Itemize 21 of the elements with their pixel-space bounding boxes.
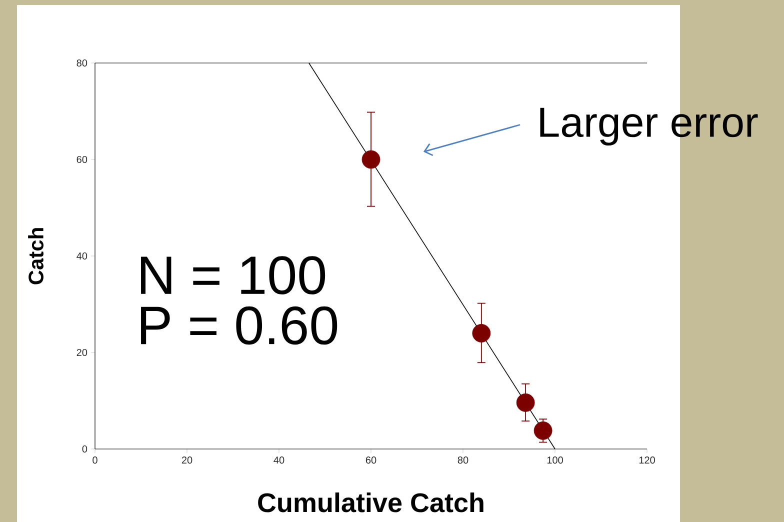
- point: [534, 421, 552, 440]
- x-tick-label: 40: [274, 456, 284, 464]
- y-tick-label: 60: [76, 156, 88, 164]
- x-axis-title: Cumulative Catch: [258, 492, 484, 512]
- y-tick-label: 20: [76, 348, 88, 356]
- y-axis-title: Catch: [28, 228, 44, 284]
- x-tick-label: 80: [458, 456, 468, 464]
- y-tick-label: 0: [82, 445, 88, 453]
- point: [516, 393, 535, 412]
- point: [472, 324, 491, 342]
- y-tick-label: 80: [76, 59, 88, 67]
- x-tick-label: 20: [182, 456, 192, 464]
- x-tick-label: 100: [547, 456, 563, 464]
- x-tick-label: 120: [639, 456, 655, 464]
- point: [362, 150, 380, 169]
- annotation: Larger error: [540, 108, 758, 146]
- x-tick-label: 60: [366, 456, 376, 464]
- annotation: N = 100: [141, 256, 326, 294]
- y-tick-label: 40: [76, 252, 88, 260]
- annotation: P = 0.60: [141, 306, 338, 345]
- x-tick-label: 0: [92, 456, 98, 464]
